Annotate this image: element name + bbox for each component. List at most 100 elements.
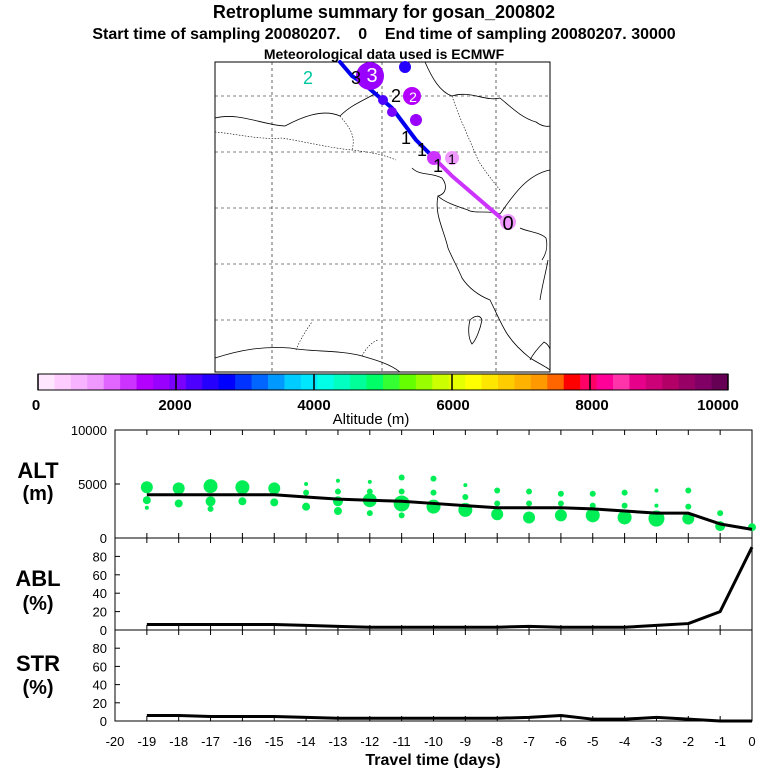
- x-tick-label: -9: [460, 734, 472, 749]
- altitude-point: [523, 511, 536, 524]
- cluster-circle: [403, 87, 421, 105]
- colorbar-swatch: [481, 374, 499, 390]
- altitude-point: [494, 500, 501, 507]
- map-label: 2: [303, 68, 313, 88]
- x-tick-label: -8: [491, 734, 503, 749]
- panel-frame: [114, 537, 753, 631]
- colorbar-swatch: [284, 374, 302, 390]
- map-label: 1: [417, 140, 427, 160]
- coastlines: [214, 61, 551, 373]
- x-tick-label: -12: [360, 734, 379, 749]
- altitude-point: [268, 482, 281, 495]
- map-label: 1: [433, 156, 443, 176]
- colorbar-swatch: [514, 374, 532, 390]
- altitude-point: [526, 488, 533, 495]
- map-frame: [214, 61, 551, 373]
- x-tick-label: 0: [748, 734, 755, 749]
- x-tick-label: -5: [587, 734, 599, 749]
- y-tick-label: 40: [93, 678, 107, 693]
- altitude-point: [238, 497, 247, 506]
- altitude-point: [303, 489, 310, 496]
- map-label: 2: [409, 89, 417, 105]
- altitude-point: [393, 495, 410, 512]
- colorbar-swatch: [300, 374, 318, 390]
- colorbar-swatch: [153, 374, 170, 390]
- colorbar-swatch: [399, 374, 417, 390]
- panel-abl: 0 20 40 60 80 ABL(%): [15, 537, 754, 638]
- panel-label: ABL: [15, 566, 60, 591]
- colorbar-swatch: [169, 374, 187, 390]
- cluster-circle: [356, 62, 384, 90]
- colorbar-swatch: [383, 374, 400, 390]
- map-label: 1: [448, 151, 456, 167]
- colorbar-label: Altitude (m): [333, 411, 410, 428]
- borders: [214, 95, 501, 357]
- x-tick-label: -11: [393, 734, 411, 749]
- colorbar-swatch: [547, 374, 565, 390]
- colorbar-tick-label: 0: [32, 397, 40, 414]
- colorbar-swatch: [366, 374, 384, 390]
- x-tick-label: -16: [233, 734, 252, 749]
- altitude-point: [491, 508, 504, 521]
- colorbar-tick-label: 4000: [297, 397, 330, 414]
- altitude-point: [398, 512, 405, 519]
- altitude-point: [554, 509, 567, 522]
- colorbar-swatch: [563, 374, 581, 390]
- x-tick-label: -20: [106, 734, 125, 749]
- altitude-point: [366, 488, 373, 495]
- y-tick-label: 20: [93, 605, 107, 620]
- altitude-point: [334, 488, 341, 495]
- colorbar-tick-label: 10000: [697, 397, 739, 414]
- altitude-point: [685, 503, 692, 510]
- map-label: 3: [366, 65, 377, 87]
- altitude-point: [398, 488, 405, 495]
- cluster-circle: [399, 61, 411, 73]
- altitude-point: [621, 489, 628, 496]
- colorbar-swatch: [695, 374, 712, 390]
- y-tick-label: 40: [93, 586, 107, 601]
- colorbar-swatch: [185, 374, 203, 390]
- altitude-point: [203, 479, 218, 494]
- altitude-point: [621, 502, 628, 509]
- altitude-point: [685, 487, 692, 494]
- cluster-circle: [387, 107, 397, 117]
- colorbar-swatch: [711, 374, 729, 390]
- y-tick-label: 5000: [78, 477, 107, 492]
- altitude-point: [235, 480, 250, 495]
- colorbar-swatch: [251, 374, 269, 390]
- sampling-times: Start time of sampling 20080207. 0 End t…: [0, 26, 768, 44]
- altitude-point: [144, 505, 149, 510]
- x-tick-label: -19: [137, 734, 156, 749]
- panel-frame: [114, 629, 753, 722]
- colorbar-swatch: [465, 374, 482, 390]
- x-tick-label: -3: [651, 734, 663, 749]
- altitude-point: [617, 510, 632, 525]
- x-tick-label: -17: [201, 734, 220, 749]
- series-line: [146, 493, 753, 531]
- x-tick-label: -7: [523, 734, 535, 749]
- altitude-point: [304, 482, 309, 486]
- y-tick-label: 10000: [71, 423, 107, 438]
- altitude-point: [172, 482, 185, 495]
- altitude-point: [557, 490, 564, 497]
- trajectory-clusters: [356, 61, 516, 230]
- altitude-point: [585, 508, 600, 523]
- met-data-label: Meteorological data used is ECMWF: [263, 46, 505, 62]
- panel-str: 0 20 40 60 80 STR(%): [16, 629, 753, 729]
- colorbar-swatch: [218, 374, 236, 390]
- colorbar-swatch: [613, 374, 630, 390]
- x-tick-label: -4: [619, 734, 631, 749]
- x-tick-label: -2: [683, 734, 695, 749]
- altitude-point: [140, 481, 153, 494]
- altitude-point: [335, 478, 340, 483]
- colorbar-swatch: [87, 374, 105, 390]
- panel-label: ALT: [17, 458, 59, 483]
- panel-label: STR: [16, 651, 60, 676]
- colorbar-swatch: [202, 374, 220, 390]
- trajectory-lower-segment: [436, 160, 510, 226]
- colorbar-swatch: [662, 374, 680, 390]
- colorbar-swatch: [70, 374, 88, 390]
- colorbar-swatch: [415, 374, 433, 390]
- y-tick-label: 60: [93, 659, 107, 674]
